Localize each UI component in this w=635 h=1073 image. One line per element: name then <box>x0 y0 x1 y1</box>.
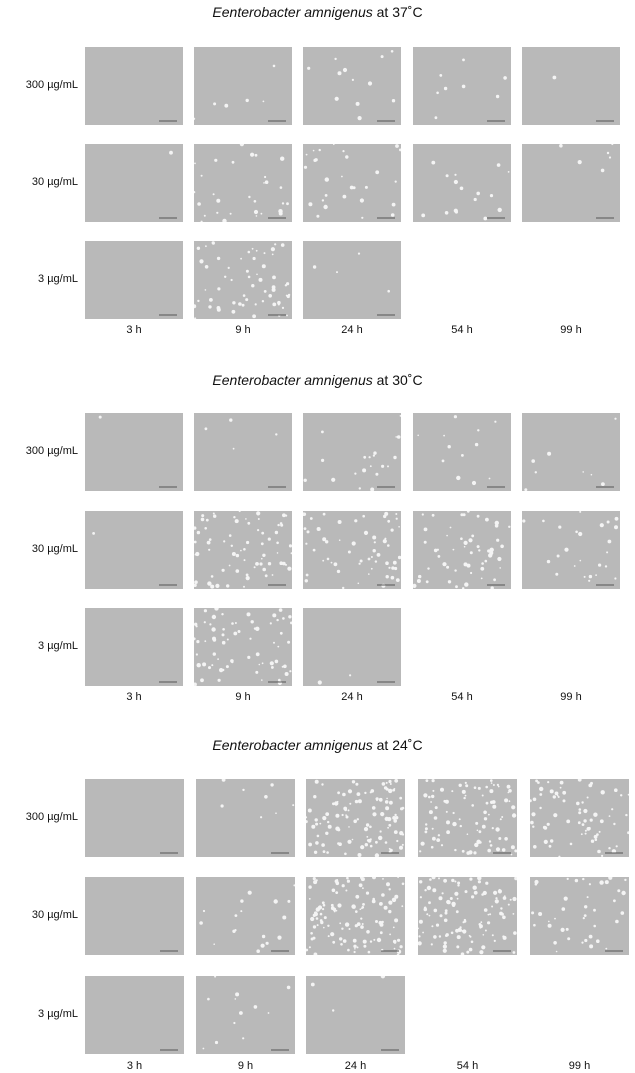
column-label: 54 h <box>413 324 511 336</box>
micrograph <box>306 779 405 857</box>
column-label: 99 h <box>522 324 620 336</box>
column-label: 3 h <box>85 324 183 336</box>
column-label: 3 h <box>85 691 183 703</box>
row-label: 30 µg/mL <box>2 543 78 555</box>
panel-title: Eenterobacter amnigenus at 37˚C <box>0 4 635 20</box>
micrograph <box>303 413 401 491</box>
condition: at 30˚C <box>377 372 423 388</box>
micrograph <box>530 877 629 955</box>
micrograph <box>303 608 401 686</box>
micrograph <box>85 47 183 125</box>
column-label: 24 h <box>303 691 401 703</box>
micrograph <box>303 241 401 319</box>
row-label: 30 µg/mL <box>2 176 78 188</box>
micrograph <box>522 413 620 491</box>
column-label: 9 h <box>194 324 292 336</box>
row-label: 3 µg/mL <box>2 1008 78 1020</box>
micrograph <box>530 779 629 857</box>
micrograph <box>306 877 405 955</box>
micrograph <box>85 511 183 589</box>
micrograph <box>522 47 620 125</box>
micrograph <box>194 144 292 222</box>
micrograph <box>85 779 184 857</box>
micrograph <box>194 47 292 125</box>
column-label: 99 h <box>530 1060 629 1072</box>
row-label: 300 µg/mL <box>2 811 78 823</box>
species-name: Eenterobacter amnigenus <box>212 4 372 20</box>
column-label: 9 h <box>194 691 292 703</box>
micrograph <box>85 413 183 491</box>
micrograph <box>85 241 183 319</box>
micrograph <box>303 144 401 222</box>
condition: at 24˚C <box>377 737 423 753</box>
column-label: 9 h <box>196 1060 295 1072</box>
column-label: 3 h <box>85 1060 184 1072</box>
micrograph <box>85 608 183 686</box>
condition: at 37˚C <box>377 4 423 20</box>
micrograph <box>194 511 292 589</box>
micrograph <box>85 976 184 1054</box>
panel-title: Eenterobacter amnigenus at 30˚C <box>0 372 635 388</box>
row-label: 3 µg/mL <box>2 273 78 285</box>
micrograph <box>413 47 511 125</box>
micrograph <box>306 976 405 1054</box>
micrograph <box>413 413 511 491</box>
micrograph <box>196 877 295 955</box>
micrograph <box>418 877 517 955</box>
micrograph <box>196 976 295 1054</box>
micrograph <box>85 144 183 222</box>
column-label: 24 h <box>306 1060 405 1072</box>
micrograph <box>194 241 292 319</box>
species-name: Eenterobacter amnigenus <box>212 737 372 753</box>
micrograph <box>303 47 401 125</box>
row-label: 3 µg/mL <box>2 640 78 652</box>
micrograph <box>413 511 511 589</box>
row-label: 300 µg/mL <box>2 445 78 457</box>
figure: Eenterobacter amnigenus at 37˚C 300 µg/mL… <box>0 0 635 1073</box>
column-label: 24 h <box>303 324 401 336</box>
micrograph <box>303 511 401 589</box>
species-name: Eenterobacter amnigenus <box>212 372 372 388</box>
column-label: 54 h <box>413 691 511 703</box>
panel-title: Eenterobacter amnigenus at 24˚C <box>0 737 635 753</box>
micrograph <box>522 511 620 589</box>
micrograph <box>85 877 184 955</box>
micrograph <box>194 608 292 686</box>
row-label: 30 µg/mL <box>2 909 78 921</box>
column-label: 99 h <box>522 691 620 703</box>
micrograph <box>194 413 292 491</box>
row-label: 300 µg/mL <box>2 79 78 91</box>
micrograph <box>418 779 517 857</box>
micrograph <box>413 144 511 222</box>
micrograph <box>196 779 295 857</box>
column-label: 54 h <box>418 1060 517 1072</box>
micrograph <box>522 144 620 222</box>
